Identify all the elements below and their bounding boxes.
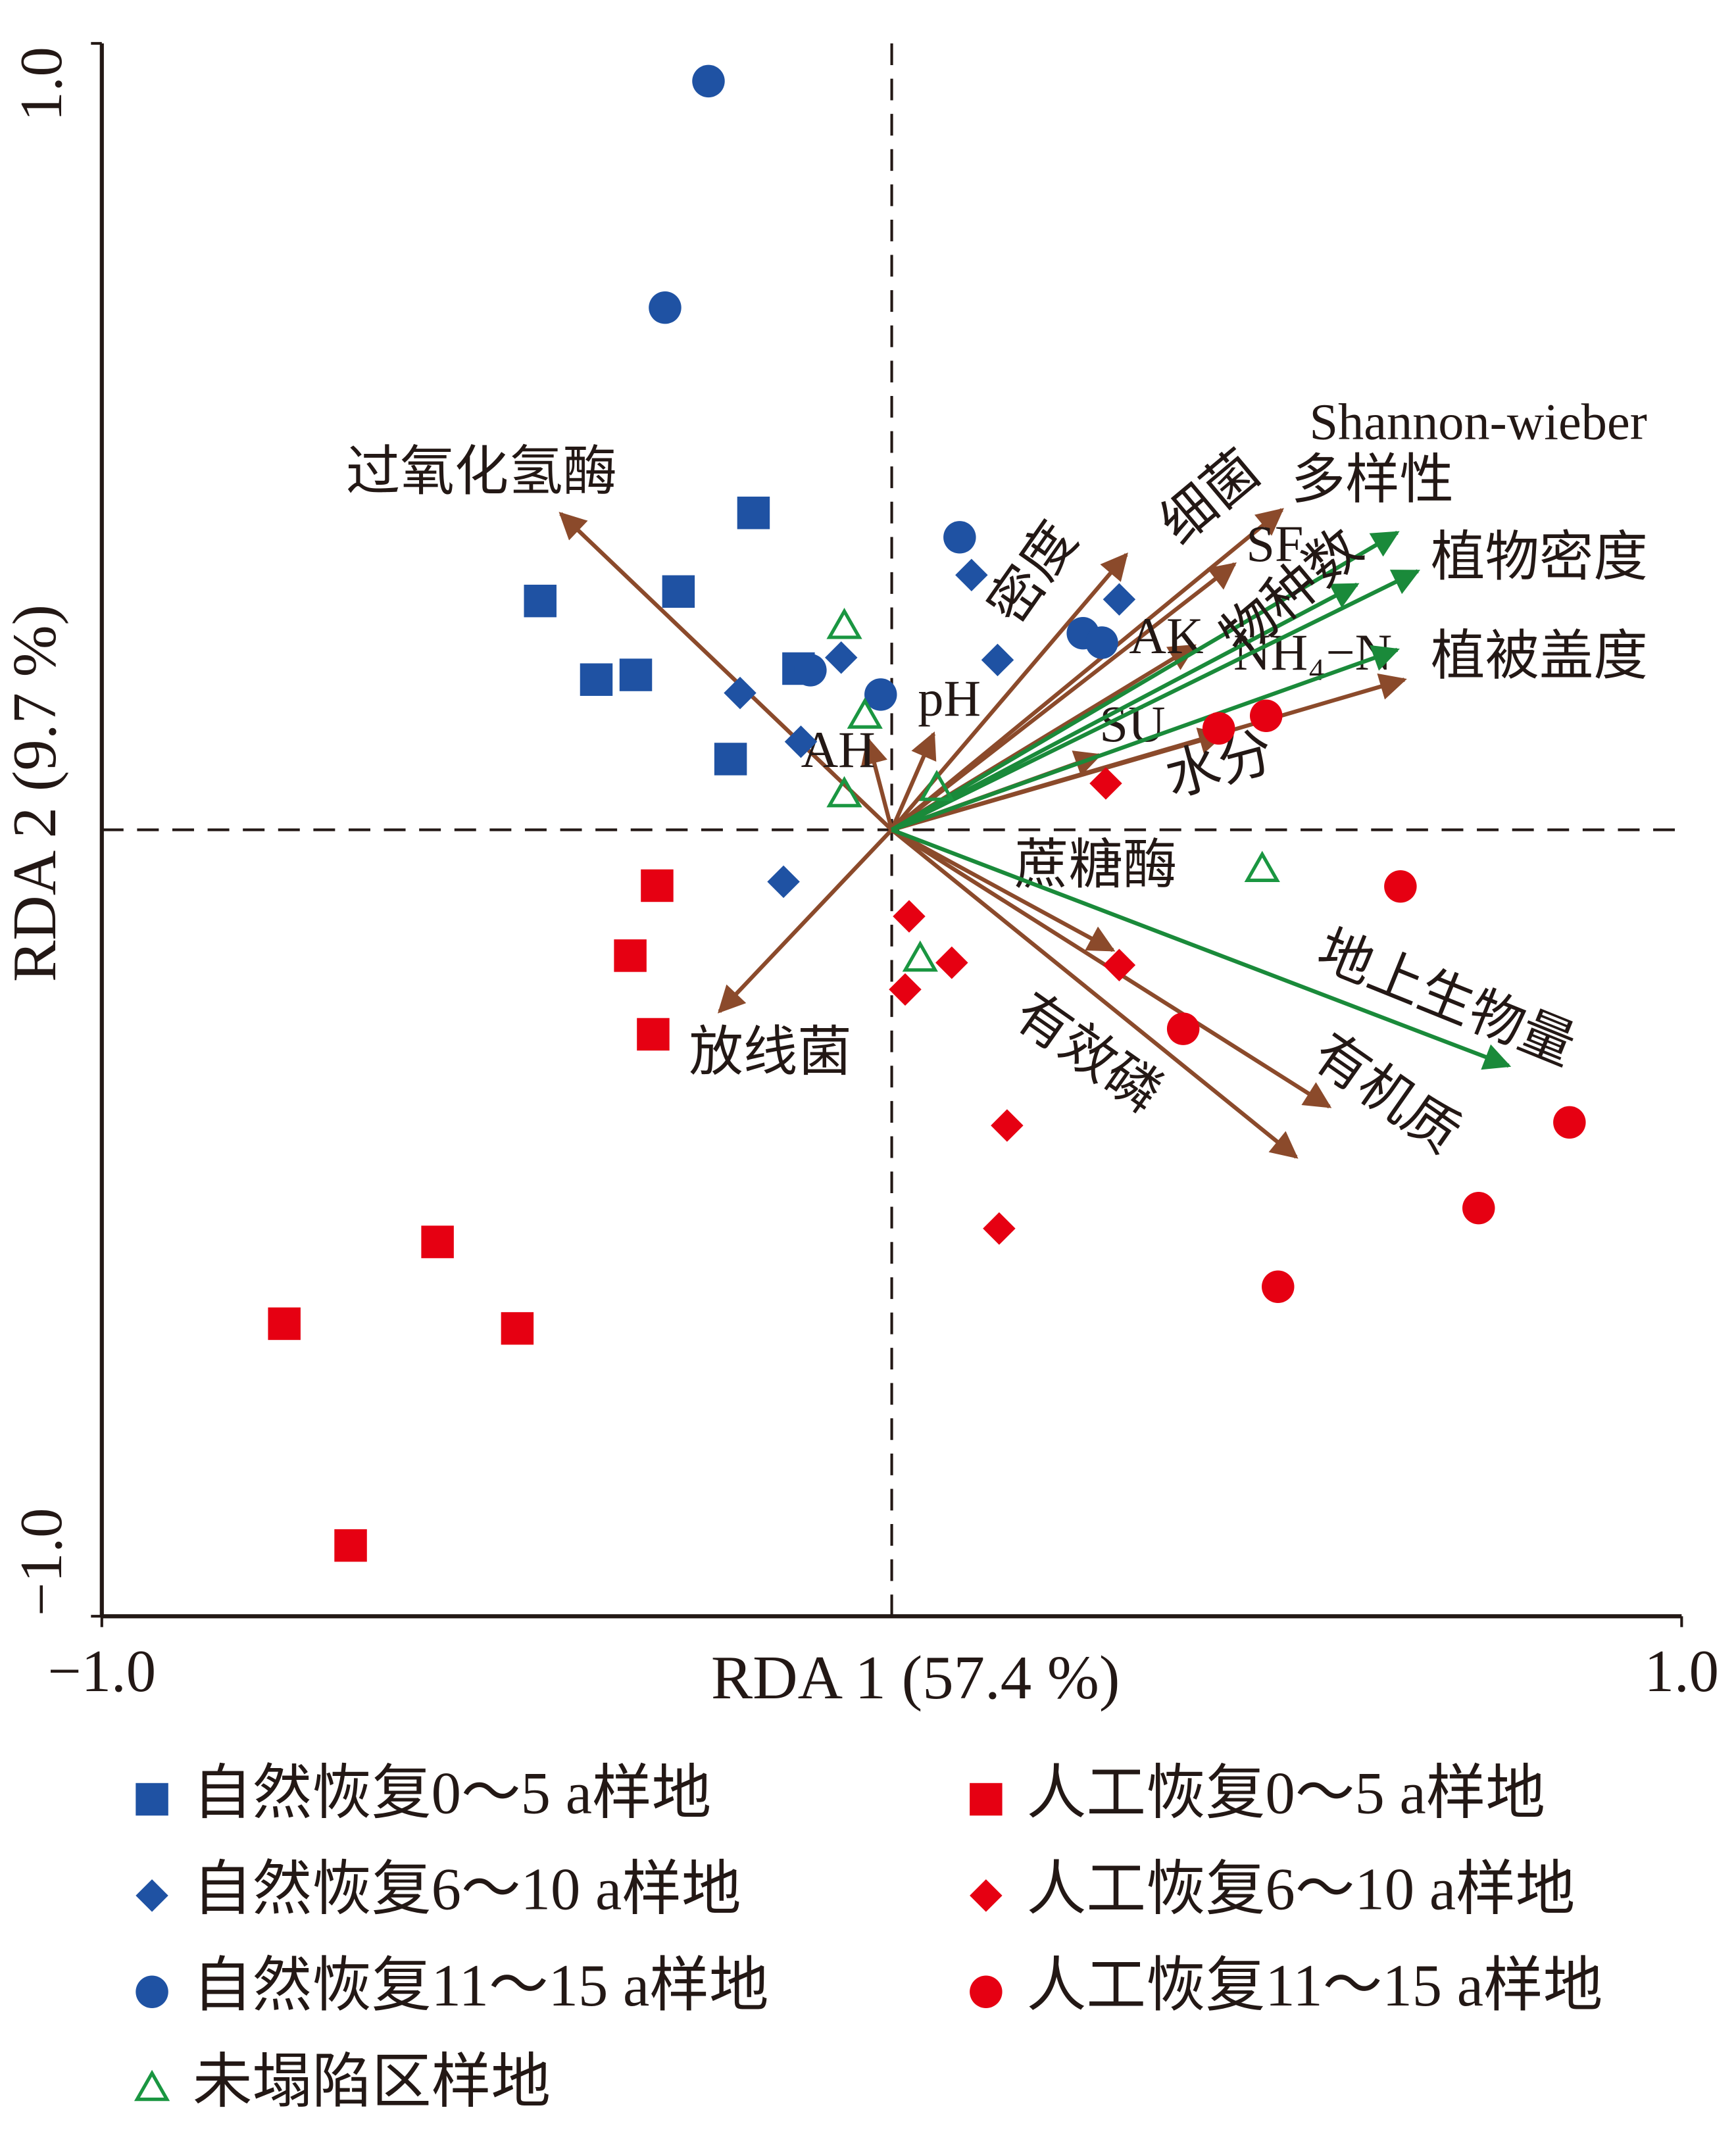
point	[1462, 1191, 1495, 1225]
y-tick-label: 1.0	[8, 47, 74, 121]
point	[737, 497, 770, 529]
vector-arrow	[717, 828, 893, 1014]
point	[794, 654, 827, 687]
legend-marker	[970, 1783, 1003, 1816]
legend-label: 自然恢复6～10 a样地	[193, 1856, 741, 1923]
point	[1103, 583, 1136, 616]
point	[943, 521, 976, 554]
legend-label: 人工恢复6～10 a样地	[1027, 1856, 1575, 1923]
point	[724, 676, 756, 710]
point	[902, 940, 938, 972]
point	[1085, 626, 1118, 659]
point	[1103, 948, 1136, 981]
point	[767, 865, 800, 898]
point	[580, 663, 613, 696]
vector-arrow	[890, 828, 1299, 1159]
point	[1202, 712, 1235, 745]
point	[991, 1109, 1024, 1142]
point	[649, 291, 682, 324]
x-tick-label: 1.0	[1645, 1638, 1719, 1704]
legend-label: 自然恢复11～15 a样地	[193, 1952, 769, 2019]
vector-arrow	[891, 727, 1226, 832]
legend-marker	[970, 1975, 1003, 2008]
vector-label: 有效磷	[1004, 982, 1172, 1124]
point	[524, 584, 557, 618]
legend-label: 人工恢复11～15 a样地	[1027, 1952, 1603, 2019]
point	[637, 1018, 670, 1051]
legend-label: 人工恢复0～5 a样地	[1027, 1760, 1545, 1826]
vector-arrow	[558, 512, 893, 831]
vector-label: 多样性	[1291, 450, 1454, 510]
vector-label: Shannon-wieber	[1309, 393, 1647, 450]
legend-marker	[136, 1975, 168, 2008]
vector-label: NH₄−N	[1233, 624, 1392, 681]
point	[714, 743, 747, 775]
point	[981, 643, 1014, 677]
point	[692, 64, 725, 98]
vector-label: 放线菌	[689, 1022, 851, 1082]
point	[1250, 699, 1283, 732]
legend-label: 自然恢复0～5 a样地	[193, 1760, 711, 1826]
point	[893, 900, 926, 933]
vector-label: 过氧化氢酶	[346, 442, 617, 502]
x-tick-label: −1.0	[48, 1638, 157, 1704]
legend-marker	[134, 2069, 170, 2102]
vector-label: 植物密度	[1431, 527, 1648, 587]
point	[1089, 767, 1122, 800]
legend-marker	[970, 1879, 1003, 1912]
point	[826, 608, 862, 639]
vector-arrow	[891, 645, 1400, 832]
vector-arrow	[891, 827, 1116, 952]
y-tick-label: −1.0	[8, 1508, 74, 1617]
point	[824, 641, 858, 674]
vector-label: AK	[1129, 607, 1203, 664]
point	[918, 770, 955, 801]
vector-arrow	[891, 582, 1360, 832]
point	[614, 939, 647, 972]
point	[864, 678, 897, 711]
legend-marker	[136, 1879, 168, 1912]
vector-arrow	[889, 731, 937, 831]
x-axis-label: RDA 1 (57.4 %)	[711, 1643, 1120, 1712]
point	[421, 1225, 454, 1258]
legend-label: 未塌陷区样地	[193, 2048, 551, 2115]
point	[662, 575, 695, 608]
point	[847, 697, 883, 729]
point	[1244, 850, 1280, 882]
point	[1553, 1106, 1586, 1139]
point	[501, 1312, 534, 1345]
point	[826, 775, 862, 808]
y-axis-label: RDA 2 (9.7 %)	[0, 604, 69, 982]
vector-label: 植被盖度	[1431, 626, 1648, 686]
point	[1384, 870, 1417, 903]
point	[935, 946, 968, 979]
point	[983, 1212, 1016, 1245]
vector-arrow	[891, 827, 1512, 1070]
vector-label: SF	[1246, 515, 1303, 572]
point	[1166, 1012, 1200, 1045]
vector-label: AH	[801, 721, 876, 778]
point	[1262, 1270, 1295, 1303]
point	[641, 869, 674, 902]
vector-arrow	[861, 737, 894, 831]
point	[334, 1529, 367, 1562]
vector-label: pH	[918, 670, 981, 727]
vector-label: 蔗糖酶	[1014, 835, 1177, 895]
vector-arrow	[890, 562, 1237, 832]
point	[268, 1307, 301, 1341]
vector-arrow	[891, 530, 1400, 832]
point	[955, 558, 988, 591]
point	[619, 658, 653, 691]
vector-label: 有机质	[1302, 1023, 1470, 1165]
legend-marker	[136, 1783, 168, 1816]
point	[889, 973, 922, 1006]
vector-arrow	[891, 569, 1420, 832]
